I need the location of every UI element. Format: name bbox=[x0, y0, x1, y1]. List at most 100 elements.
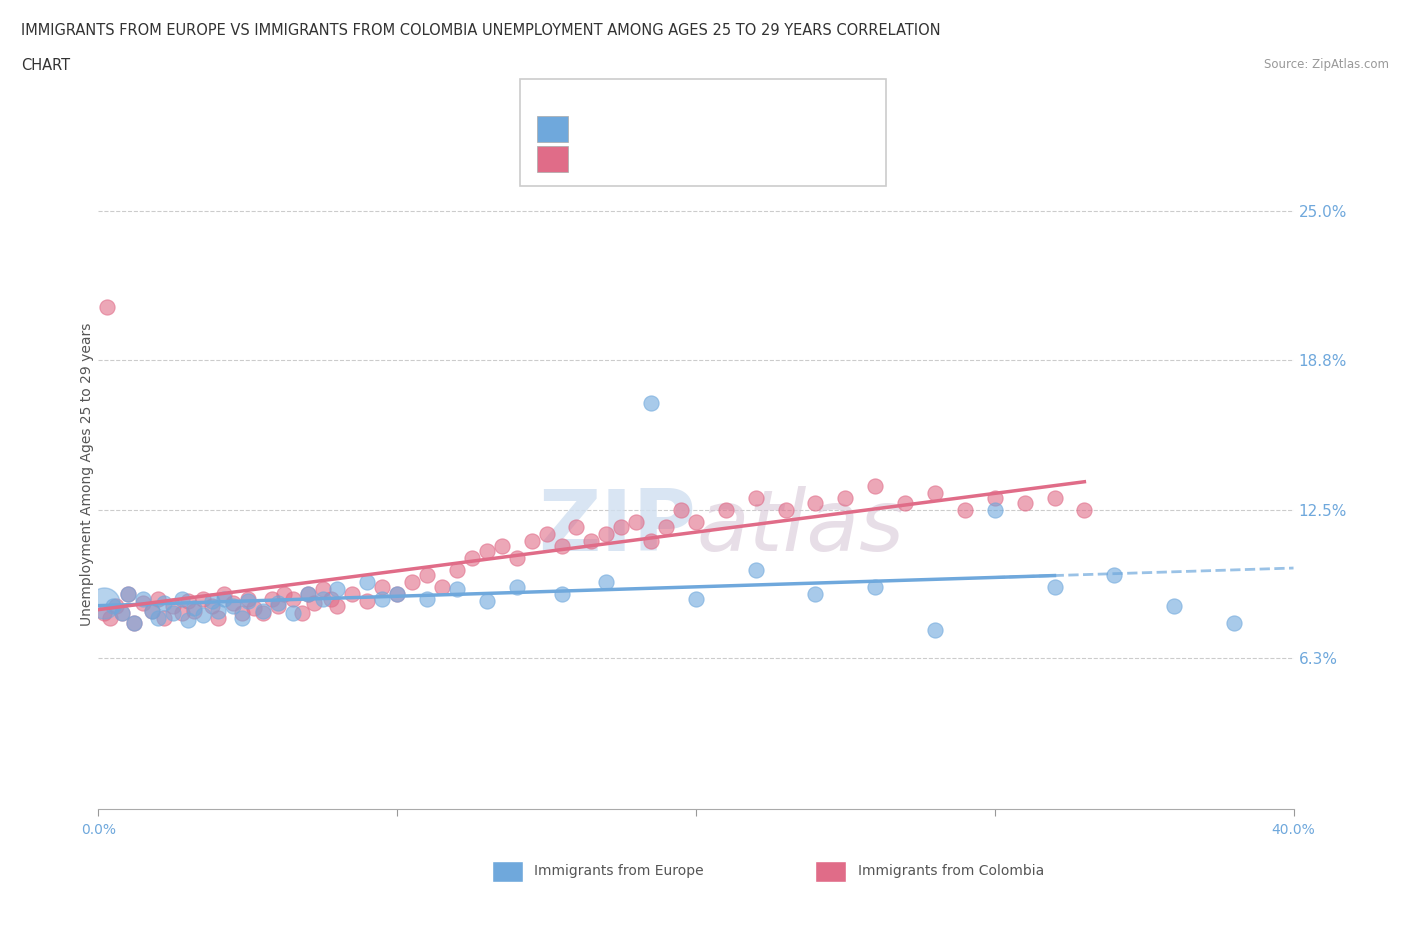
Point bbox=[183, 604, 205, 618]
Point bbox=[273, 587, 295, 602]
Point bbox=[311, 591, 333, 606]
Point bbox=[745, 563, 768, 578]
Point bbox=[446, 563, 468, 578]
Point bbox=[243, 601, 266, 616]
Point bbox=[93, 596, 115, 611]
Point bbox=[624, 514, 647, 529]
Point bbox=[281, 591, 304, 606]
Text: Source: ZipAtlas.com: Source: ZipAtlas.com bbox=[1264, 58, 1389, 71]
Point bbox=[117, 587, 139, 602]
Point bbox=[1014, 496, 1036, 511]
Point bbox=[111, 605, 134, 620]
Text: CHART: CHART bbox=[21, 58, 70, 73]
Point bbox=[804, 587, 827, 602]
Point bbox=[894, 496, 917, 511]
Point bbox=[685, 591, 707, 606]
Point bbox=[416, 567, 439, 582]
Point bbox=[98, 610, 122, 625]
Point bbox=[416, 591, 439, 606]
Point bbox=[536, 526, 558, 541]
Point bbox=[506, 579, 529, 594]
Point bbox=[148, 591, 170, 606]
Point bbox=[1043, 491, 1066, 506]
Point bbox=[775, 503, 797, 518]
Point bbox=[401, 575, 423, 590]
Point bbox=[172, 591, 194, 606]
Point bbox=[124, 615, 146, 630]
Text: atlas: atlas bbox=[696, 486, 904, 569]
Point bbox=[267, 596, 290, 611]
Point bbox=[475, 593, 498, 608]
Point bbox=[1223, 615, 1246, 630]
Point bbox=[153, 610, 176, 625]
Point bbox=[581, 534, 603, 549]
Point bbox=[924, 486, 946, 501]
Point bbox=[326, 598, 349, 613]
Point bbox=[191, 608, 214, 623]
Point bbox=[595, 575, 617, 590]
Point bbox=[141, 604, 163, 618]
Point bbox=[267, 598, 290, 613]
Point bbox=[212, 587, 235, 602]
Point bbox=[834, 491, 856, 506]
Point bbox=[177, 593, 200, 608]
Point bbox=[132, 591, 155, 606]
Point bbox=[924, 622, 946, 637]
Point bbox=[371, 579, 394, 594]
Point bbox=[550, 538, 572, 553]
Point bbox=[595, 526, 617, 541]
Point bbox=[302, 596, 325, 611]
Point bbox=[640, 395, 662, 410]
Point bbox=[1043, 579, 1066, 594]
Point bbox=[222, 596, 245, 611]
Point bbox=[804, 496, 827, 511]
Point bbox=[491, 538, 513, 553]
Point bbox=[207, 610, 229, 625]
Point bbox=[207, 604, 229, 618]
Point bbox=[475, 543, 498, 558]
Text: 40.0%: 40.0% bbox=[1271, 823, 1316, 837]
Point bbox=[141, 604, 163, 618]
Point bbox=[371, 591, 394, 606]
Point bbox=[610, 520, 633, 535]
Point bbox=[132, 596, 155, 611]
Y-axis label: Unemployment Among Ages 25 to 29 years: Unemployment Among Ages 25 to 29 years bbox=[80, 323, 94, 626]
Point bbox=[252, 604, 274, 618]
Point bbox=[640, 534, 662, 549]
Point bbox=[162, 598, 184, 613]
Point bbox=[865, 579, 887, 594]
Text: IMMIGRANTS FROM EUROPE VS IMMIGRANTS FROM COLOMBIA UNEMPLOYMENT AMONG AGES 25 TO: IMMIGRANTS FROM EUROPE VS IMMIGRANTS FRO… bbox=[21, 23, 941, 38]
Text: 0.0%: 0.0% bbox=[82, 823, 115, 837]
Point bbox=[1104, 567, 1126, 582]
Point bbox=[865, 479, 887, 494]
Point bbox=[183, 601, 205, 616]
Point bbox=[231, 610, 253, 625]
Point bbox=[297, 587, 319, 602]
Text: ZIP: ZIP bbox=[538, 486, 696, 569]
Point bbox=[177, 613, 200, 628]
Point bbox=[117, 587, 139, 602]
Point bbox=[520, 534, 543, 549]
Point bbox=[162, 605, 184, 620]
Point bbox=[506, 551, 529, 565]
Point bbox=[550, 587, 572, 602]
Point bbox=[153, 596, 176, 611]
Point bbox=[669, 503, 692, 518]
Point bbox=[953, 503, 976, 518]
Point bbox=[655, 520, 678, 535]
Point bbox=[342, 587, 364, 602]
Text: R =  0.218   N = 45: R = 0.218 N = 45 bbox=[582, 122, 752, 137]
Point bbox=[565, 520, 588, 535]
Point bbox=[385, 587, 409, 602]
Point bbox=[290, 605, 312, 620]
Text: Immigrants from Colombia: Immigrants from Colombia bbox=[858, 864, 1043, 879]
Point bbox=[96, 299, 118, 314]
Point bbox=[461, 551, 484, 565]
Point bbox=[297, 587, 319, 602]
Point bbox=[148, 610, 170, 625]
Point bbox=[93, 605, 115, 620]
Point bbox=[201, 593, 224, 608]
Point bbox=[105, 598, 128, 613]
Point bbox=[212, 591, 235, 606]
Point bbox=[201, 598, 224, 613]
